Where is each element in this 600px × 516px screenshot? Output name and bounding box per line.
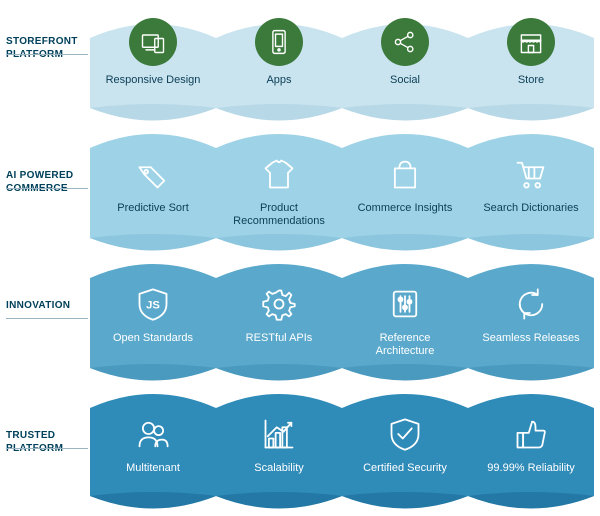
cell-ai-3: Search Dictionaries xyxy=(468,154,594,228)
cell-storefront-0: Responsive Design xyxy=(90,18,216,87)
label-connector xyxy=(6,318,88,319)
social-icon xyxy=(381,18,429,66)
shield-js-icon: JS xyxy=(133,284,173,324)
caption: Commerce Insights xyxy=(358,202,453,215)
layer-label-storefront: STOREFRONT PLATFORM xyxy=(6,36,86,61)
caption: Product Recommendations xyxy=(224,202,334,228)
tier-trusted: Multitenant Scalability Certified Security… xyxy=(90,388,594,516)
caption: Seamless Releases xyxy=(482,332,579,345)
label-connector xyxy=(6,188,88,189)
cell-ai-2: Commerce Insights xyxy=(342,154,468,228)
sliders-icon xyxy=(385,284,425,324)
caption: Open Standards xyxy=(113,332,193,345)
cell-trusted-3: 99.99% Reliability xyxy=(468,414,594,475)
cart-icon xyxy=(511,154,551,194)
caption: Social xyxy=(390,74,420,87)
cell-innovation-1: RESTful APIs xyxy=(216,284,342,358)
tshirt-icon xyxy=(259,154,299,194)
bag-icon xyxy=(385,154,425,194)
cell-trusted-1: Scalability xyxy=(216,414,342,475)
caption: Store xyxy=(518,74,544,87)
tier-innovation: JS Open Standards RESTful APIs Reference Ar… xyxy=(90,258,594,388)
gear-icon xyxy=(259,284,299,324)
label-connector xyxy=(6,448,88,449)
caption: Reference Architecture xyxy=(350,332,460,358)
tier-ai: Predictive Sort Product Recommendations Co… xyxy=(90,128,594,258)
cell-trusted-2: Certified Security xyxy=(342,414,468,475)
cell-storefront-2: Social xyxy=(342,18,468,87)
caption: Multitenant xyxy=(126,462,180,475)
cell-innovation-3: Seamless Releases xyxy=(468,284,594,358)
cell-innovation-0: JS Open Standards xyxy=(90,284,216,358)
label-connector xyxy=(6,54,88,55)
cell-ai-0: Predictive Sort xyxy=(90,154,216,228)
caption: Search Dictionaries xyxy=(483,202,578,215)
cell-ai-1: Product Recommendations xyxy=(216,154,342,228)
responsive-icon xyxy=(129,18,177,66)
caption: Certified Security xyxy=(363,462,447,475)
layer-label-ai: AI POWERED COMMERCE xyxy=(6,170,86,195)
tag-icon xyxy=(133,154,173,194)
caption: Apps xyxy=(266,74,291,87)
cell-storefront-1: Apps xyxy=(216,18,342,87)
caption: Predictive Sort xyxy=(117,202,189,215)
shield-chk-icon xyxy=(385,414,425,454)
refresh-icon xyxy=(511,284,551,324)
layer-label-innovation: INNOVATION xyxy=(6,300,86,313)
caption: RESTful APIs xyxy=(246,332,313,345)
caption: Scalability xyxy=(254,462,304,475)
chart-icon xyxy=(259,414,299,454)
svg-text:JS: JS xyxy=(146,300,160,312)
cell-storefront-3: Store xyxy=(468,18,594,87)
caption: 99.99% Reliability xyxy=(487,462,574,475)
layer-label-trusted: TRUSTED PLATFORM xyxy=(6,430,86,455)
tier-storefront: Responsive Design Apps Social Store xyxy=(90,18,594,128)
cell-innovation-2: Reference Architecture xyxy=(342,284,468,358)
apps-icon xyxy=(255,18,303,66)
thumb-icon xyxy=(511,414,551,454)
caption: Responsive Design xyxy=(106,74,201,87)
cell-trusted-0: Multitenant xyxy=(90,414,216,475)
store-icon xyxy=(507,18,555,66)
users-icon xyxy=(133,414,173,454)
